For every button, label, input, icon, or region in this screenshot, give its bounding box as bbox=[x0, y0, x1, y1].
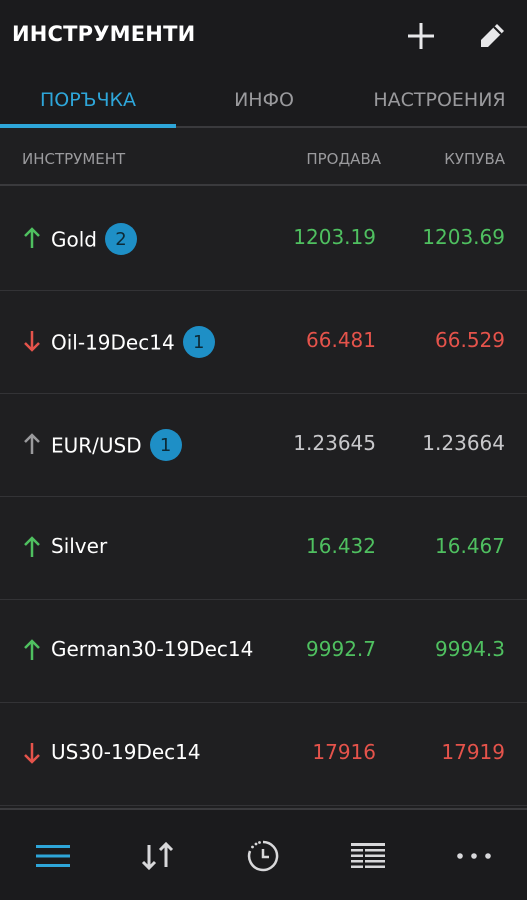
column-header: ИНСТРУМЕНТ ПРОДАВА КУПУВА bbox=[0, 128, 527, 186]
instrument-row[interactable]: US30-19Dec14 17916 17919 bbox=[0, 703, 527, 806]
tab-info[interactable]: ИНФО bbox=[234, 89, 294, 111]
instrument-row[interactable]: Gold 2 1203.19 1203.69 bbox=[0, 188, 527, 291]
instrument-name-cell: Gold 2 bbox=[51, 223, 137, 257]
instrument-name: Silver bbox=[51, 534, 108, 558]
edit-button[interactable] bbox=[472, 16, 512, 56]
instrument-row[interactable]: German30-19Dec14 9992.7 9994.3 bbox=[0, 600, 527, 703]
arrow-up-icon bbox=[24, 227, 40, 248]
order-count-badge: 1 bbox=[182, 326, 215, 358]
app-bar: ИНСТРУМЕНТИ bbox=[0, 0, 527, 72]
pencil-icon bbox=[481, 24, 504, 47]
tab-order[interactable]: ПОРЪЧКА bbox=[39, 89, 137, 111]
buy-price[interactable]: 66.529 bbox=[435, 328, 505, 352]
instrument-name: Oil-19Dec14 bbox=[51, 330, 175, 355]
column-buy: КУПУВА bbox=[444, 150, 505, 168]
clock-icon bbox=[247, 840, 279, 872]
instrument-name: EUR/USD bbox=[51, 433, 142, 458]
column-sell: ПРОДАВА bbox=[306, 150, 381, 168]
tab-settings[interactable]: НАСТРОЕНИЯ bbox=[373, 89, 506, 111]
buy-price[interactable]: 16.467 bbox=[435, 534, 505, 558]
sell-price[interactable]: 9992.7 bbox=[306, 637, 376, 661]
instrument-name: Gold bbox=[51, 227, 97, 252]
order-count-badge: 1 bbox=[149, 429, 182, 461]
nav-more-button[interactable] bbox=[444, 830, 504, 882]
more-dots-icon bbox=[457, 853, 491, 859]
instrument-name-cell: German30-19Dec14 bbox=[51, 637, 253, 661]
order-count-badge: 2 bbox=[105, 223, 137, 255]
sell-price[interactable]: 66.481 bbox=[306, 328, 376, 352]
plus-icon bbox=[408, 23, 434, 49]
column-instrument: ИНСТРУМЕНТ bbox=[22, 150, 126, 168]
instrument-row[interactable]: Silver 16.432 16.467 bbox=[0, 497, 527, 600]
sell-price[interactable]: 17916 bbox=[312, 740, 376, 764]
arrow-up-icon bbox=[24, 433, 40, 454]
instrument-row[interactable]: Oil-19Dec14 1 66.481 66.529 bbox=[0, 291, 527, 394]
instrument-row[interactable]: EUR/USD 1 1.23645 1.23664 bbox=[0, 394, 527, 497]
instrument-name: German30-19Dec14 bbox=[51, 637, 254, 661]
nav-instruments-button[interactable] bbox=[23, 830, 83, 882]
nav-history-button[interactable] bbox=[233, 830, 293, 882]
sort-arrows-icon bbox=[141, 841, 174, 871]
instrument-name-cell: Silver bbox=[51, 534, 107, 558]
page-title: ИНСТРУМЕНТИ bbox=[12, 22, 196, 46]
buy-price[interactable]: 17919 bbox=[441, 740, 505, 764]
sell-price[interactable]: 16.432 bbox=[306, 534, 376, 558]
buy-price[interactable]: 1203.69 bbox=[422, 225, 505, 249]
instrument-name-cell: Oil-19Dec14 1 bbox=[51, 326, 215, 360]
tab-bar: ПОРЪЧКА ИНФО НАСТРОЕНИЯ bbox=[0, 72, 527, 128]
nav-trades-button[interactable] bbox=[128, 830, 188, 882]
active-tab-indicator bbox=[0, 124, 176, 128]
menu-lines-icon bbox=[36, 845, 70, 867]
table-icon bbox=[351, 843, 385, 868]
bottom-nav bbox=[0, 808, 527, 900]
arrow-down-icon bbox=[24, 743, 40, 764]
nav-table-button[interactable] bbox=[338, 830, 398, 882]
instrument-name: US30-19Dec14 bbox=[51, 740, 201, 764]
sell-price[interactable]: 1203.19 bbox=[293, 225, 376, 249]
instrument-name-cell: US30-19Dec14 bbox=[51, 740, 201, 764]
add-instrument-button[interactable] bbox=[401, 16, 441, 56]
arrow-up-icon bbox=[24, 639, 40, 660]
buy-price[interactable]: 9994.3 bbox=[435, 637, 505, 661]
buy-price[interactable]: 1.23664 bbox=[422, 431, 505, 455]
instrument-name-cell: EUR/USD 1 bbox=[51, 429, 182, 463]
sell-price[interactable]: 1.23645 bbox=[293, 431, 376, 455]
arrow-up-icon bbox=[24, 536, 40, 557]
arrow-down-icon bbox=[24, 331, 40, 352]
